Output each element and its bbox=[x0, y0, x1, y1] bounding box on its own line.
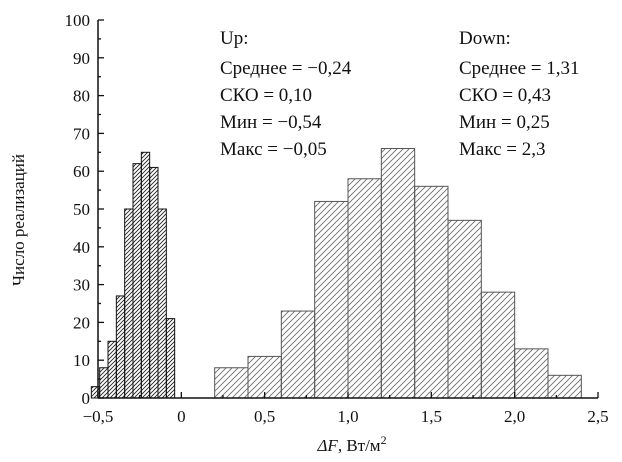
up-stats-min: Мин = −0,54 bbox=[220, 112, 322, 133]
x-tick-label-5: 2,0 bbox=[504, 407, 525, 426]
up-bar-2 bbox=[107, 340, 117, 399]
y-tick-label-1: 10 bbox=[73, 351, 90, 370]
y-tick-label-6: 60 bbox=[73, 162, 90, 181]
y-tick-label-3: 30 bbox=[73, 276, 90, 295]
down-stats-title: Down: bbox=[459, 28, 511, 49]
x-tick-label-1: 0 bbox=[177, 407, 186, 426]
x-tick-label-3: 1,0 bbox=[337, 407, 358, 426]
down-bar-9 bbox=[514, 348, 549, 399]
x-axis-title-symbol: ΔF bbox=[316, 436, 338, 455]
down-bar-0 bbox=[214, 367, 249, 399]
up-stats-std: СКО = 0,10 bbox=[220, 85, 312, 106]
down-bar-8 bbox=[480, 291, 516, 399]
down-stats-min: Мин = 0,25 bbox=[459, 112, 550, 133]
x-tick-label-6: 2,5 bbox=[587, 407, 608, 426]
bars-layer bbox=[90, 148, 582, 399]
down-bar-1 bbox=[247, 355, 282, 399]
x-axis-title-unit-exponent: 2 bbox=[381, 433, 387, 447]
down-stats-max: Макс = 2,3 bbox=[459, 139, 545, 160]
up-stats-annotation: Up: Среднее = −0,24 СКО = 0,10 Мин = −0,… bbox=[220, 28, 352, 160]
y-tick-label-10: 100 bbox=[65, 11, 91, 30]
x-tick-label-0: −0,5 bbox=[83, 407, 114, 426]
down-bar-3 bbox=[314, 200, 349, 399]
y-tick-label-5: 50 bbox=[73, 200, 90, 219]
up-stats-title: Up: bbox=[220, 28, 249, 49]
down-bar-2 bbox=[280, 310, 316, 399]
up-bar-9 bbox=[165, 318, 176, 399]
up-stats-mean: Среднее = −0,24 bbox=[220, 58, 352, 79]
down-stats-mean: Среднее = 1,31 bbox=[459, 58, 580, 79]
y-tick-label-8: 80 bbox=[73, 87, 90, 106]
up-stats-max: Макс = −0,05 bbox=[220, 139, 327, 160]
x-axis-title-unit: , Вт/м bbox=[338, 436, 381, 455]
up-bar-3 bbox=[115, 295, 126, 399]
y-tick-label-7: 70 bbox=[73, 124, 90, 143]
up-bar-5 bbox=[132, 163, 142, 399]
y-tick-label-0: 0 bbox=[82, 389, 91, 408]
up-bar-1 bbox=[99, 367, 109, 399]
up-bar-6 bbox=[140, 151, 151, 399]
up-bar-8 bbox=[157, 208, 167, 399]
y-axis-title: Число реализаций bbox=[9, 154, 28, 286]
y-tick-label-4: 40 bbox=[73, 238, 90, 257]
down-stats-annotation: Down: Среднее = 1,31 СКО = 0,43 Мин = 0,… bbox=[459, 28, 580, 160]
x-axis-title: ΔF, Вт/м2 bbox=[316, 433, 386, 455]
down-bar-7 bbox=[447, 219, 482, 399]
down-bar-5 bbox=[380, 148, 416, 399]
y-tick-label-9: 90 bbox=[73, 49, 90, 68]
up-bar-4 bbox=[124, 208, 134, 399]
down-bar-4 bbox=[347, 178, 382, 399]
down-bar-6 bbox=[414, 185, 449, 399]
up-bar-7 bbox=[149, 166, 159, 399]
y-tick-label-2: 20 bbox=[73, 313, 90, 332]
down-bar-10 bbox=[547, 374, 582, 399]
x-tick-label-2: 0,5 bbox=[254, 407, 275, 426]
down-stats-std: СКО = 0,43 bbox=[459, 85, 551, 106]
x-tick-label-4: 1,5 bbox=[421, 407, 442, 426]
